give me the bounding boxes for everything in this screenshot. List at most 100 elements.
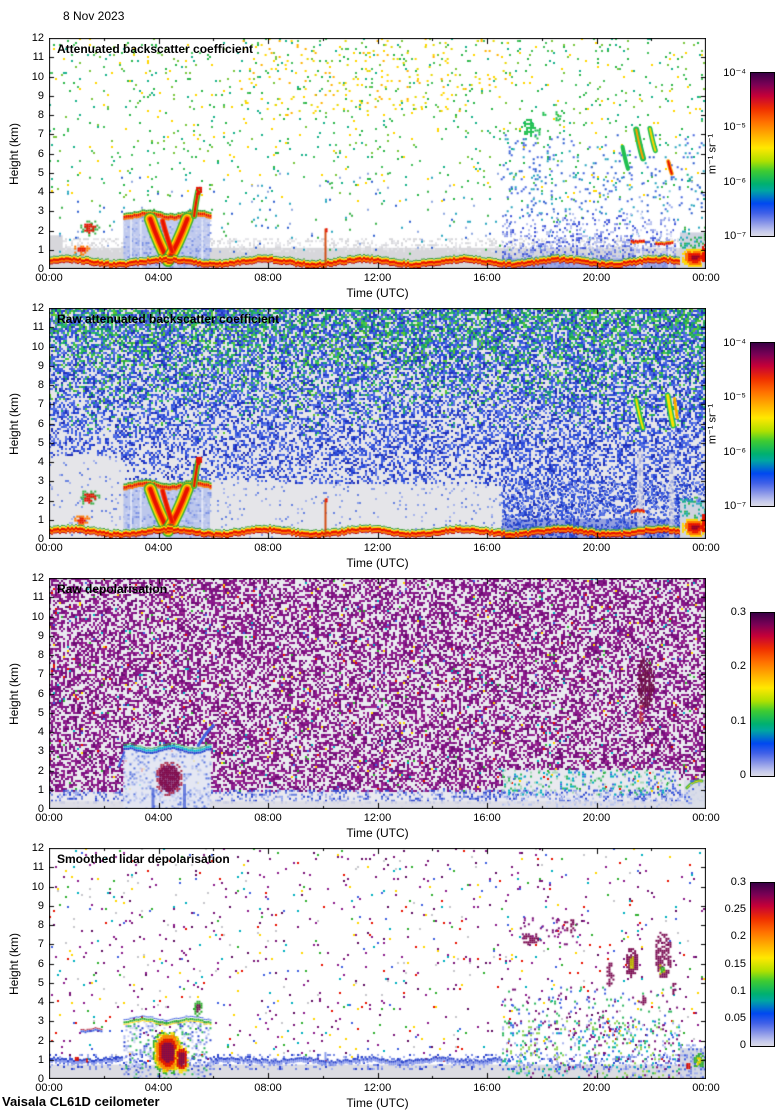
panel-title-raw-depolarisation: Raw depolarisation [57,582,168,596]
y-tick-label: 4 [37,996,44,1008]
x-tick-label: 04:00 [144,812,173,824]
x-tick-label: 00:00 [692,812,720,824]
x-axis-label: Time (UTC) [346,556,409,570]
x-tick-label: 08:00 [254,1082,282,1094]
colorbar-raw-attenuated-backscatter [750,342,775,507]
y-tick-label: 12 [31,572,44,584]
y-axis-label: Height (km) [7,122,21,185]
y-tick-label: 5 [37,166,44,179]
y-tick-label: 4 [37,456,44,468]
y-tick-label: 10 [31,340,44,353]
plot-canvas-raw-depolarisation [49,578,706,809]
y-tick-label: 12 [31,32,44,44]
x-tick-label: 12:00 [363,542,392,554]
x-tick-label: 04:00 [144,1082,173,1094]
x-tick-label: 00:00 [35,272,63,284]
x-tick-label: 00:00 [35,812,63,824]
y-tick-label: 8 [37,649,44,661]
y-tick-label: 11 [32,591,44,604]
colorbar-unit-label: m⁻¹ sr⁻¹ [706,133,719,174]
colorbar-tick-label: 0.2 [730,660,746,673]
y-tick-label: 8 [37,379,44,391]
x-tick-label: 16:00 [473,812,501,824]
x-axis-label: Time (UTC) [346,1096,409,1110]
x-tick-label: 08:00 [254,272,282,284]
plot-canvas-attenuated-backscatter [49,38,706,269]
colorbar-tick-label: 0.05 [724,1011,746,1024]
instrument-label: Vaisala CL61D ceilometer [2,1094,160,1109]
y-tick-label: 7 [37,668,44,681]
y-tick-label: 0 [37,1073,44,1085]
y-tick-label: 7 [37,938,44,951]
x-axis-label: Time (UTC) [346,826,409,840]
x-tick-label: 08:00 [254,542,282,554]
y-tick-label: 2 [37,764,44,777]
colorbar-tick-label: 10⁻⁷ [723,500,746,512]
colorbar-tick-label: 0.1 [730,984,746,997]
colorbar-smoothed-lidar-depolarisation [750,882,775,1047]
y-tick-label: 11 [32,861,44,874]
x-tick-label: 00:00 [692,272,720,284]
colorbar-tick-label: 0 [739,1039,746,1051]
y-tick-label: 3 [37,1015,44,1028]
y-tick-label: 8 [37,919,44,931]
y-tick-label: 0 [37,533,44,545]
x-tick-label: 00:00 [35,1082,63,1094]
y-tick-label: 9 [37,899,44,912]
y-tick-label: 3 [37,205,44,218]
colorbar-tick-label: 0.1 [730,714,746,727]
date-label: 8 Nov 2023 [63,9,125,23]
plot-canvas-smoothed-lidar-depolarisation [49,848,706,1079]
y-tick-label: 6 [37,957,44,970]
y-tick-label: 5 [37,706,44,719]
x-tick-label: 00:00 [692,1082,720,1094]
y-tick-label: 6 [37,417,44,430]
colorbar-tick-label: 10⁻⁶ [723,445,746,458]
y-tick-label: 10 [31,880,44,893]
x-tick-label: 04:00 [144,272,173,284]
colorbar-tick-label: 10⁻⁵ [723,391,746,404]
y-tick-label: 2 [37,224,44,237]
y-tick-label: 11 [32,321,44,334]
y-tick-label: 5 [37,436,44,449]
y-tick-label: 4 [37,726,44,738]
x-tick-label: 20:00 [582,1082,611,1094]
panel-title-attenuated-backscatter: Attenuated backscatter coefficient [57,42,254,56]
y-tick-label: 1 [37,243,44,256]
x-tick-label: 20:00 [582,272,611,284]
y-axis-label: Height (km) [7,392,21,455]
y-tick-label: 0 [37,263,44,275]
plot-canvas-raw-attenuated-backscatter [49,308,706,539]
x-tick-label: 20:00 [582,542,611,554]
y-tick-label: 9 [37,359,44,372]
y-tick-label: 1 [37,513,44,526]
y-axis-label: Height (km) [7,662,21,725]
colorbar-tick-label: 0.25 [724,903,746,916]
x-tick-label: 00:00 [35,542,63,554]
colorbar-unit-label: m⁻¹ sr⁻¹ [706,403,719,444]
y-tick-label: 7 [37,128,44,141]
x-tick-label: 12:00 [363,1082,392,1094]
y-tick-label: 10 [31,610,44,623]
y-axis-label: Height (km) [7,932,21,995]
colorbar-raw-depolarisation [750,612,775,777]
y-tick-label: 1 [37,783,44,796]
colorbar-tick-label: 0.15 [724,957,746,970]
x-axis-label: Time (UTC) [346,286,409,300]
panel-title-raw-attenuated-backscatter: Raw attenuated backscatter coefficient [57,312,280,326]
colorbar-tick-label: 0 [739,769,746,781]
y-tick-label: 3 [37,745,44,758]
y-tick-label: 2 [37,494,44,507]
colorbar-tick-label: 0.2 [730,930,746,943]
colorbar-tick-label: 10⁻⁶ [723,175,746,188]
y-tick-label: 8 [37,109,44,121]
x-tick-label: 16:00 [473,272,501,284]
y-tick-label: 6 [37,147,44,160]
y-tick-label: 9 [37,89,44,102]
x-tick-label: 00:00 [692,542,720,554]
x-tick-label: 12:00 [363,812,392,824]
colorbar-tick-label: 0.3 [730,876,746,888]
y-tick-label: 12 [31,302,44,314]
y-tick-label: 10 [31,70,44,83]
